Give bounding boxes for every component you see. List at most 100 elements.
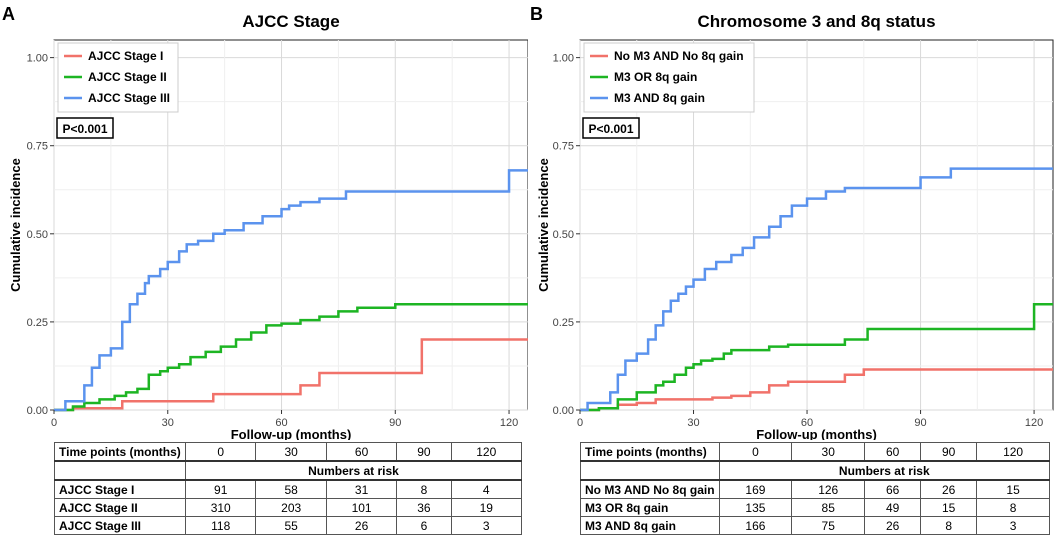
y-tick-label: 0.00 (27, 405, 48, 417)
panel-b: B 0.00 0.25 0.50 0.75 1.00 0 30 60 90 120 Chromoso… (528, 0, 1056, 535)
series-line-1 (580, 368, 1053, 412)
x-tick-label: 30 (162, 417, 174, 429)
risk-table-value: 169 (718, 479, 793, 499)
p-value-text: P<0.001 (62, 122, 107, 136)
x-axis-label: Follow-up (months) (231, 427, 352, 440)
series-line-3 (580, 167, 1053, 412)
legend-box (583, 42, 755, 113)
risk-table-value: 8 (396, 479, 452, 499)
chart-title: AJCC Stage (242, 12, 339, 31)
x-tick-label: 30 (687, 417, 699, 429)
risk-table-time: 90 (920, 442, 978, 462)
risk-table-row: M3 OR 8q gain 135 85 49 15 8 (580, 498, 1050, 517)
y-tick-label: 0.50 (27, 229, 48, 241)
risk-table-subheader-row: Numbers at risk (580, 460, 1051, 481)
risk-table-row-label: M3 OR 8q gain (580, 498, 720, 517)
y-tick-label: 0.50 (553, 229, 574, 241)
risk-table-time: 60 (325, 442, 398, 462)
legend-label-2: M3 OR 8q gain (614, 70, 697, 84)
risk-table-value: 26 (325, 516, 398, 535)
x-tick-label: 60 (801, 417, 813, 429)
x-tick-label: 60 (275, 417, 287, 429)
risk-table-time: 0 (718, 442, 793, 462)
legend-label-2: AJCC Stage II (88, 70, 167, 84)
legend: AJCC Stage I AJCC Stage II AJCC Stage III (57, 42, 179, 113)
risk-table-time: 90 (396, 442, 452, 462)
risk-table-time-header: Time points (months) (580, 442, 720, 462)
risk-table-row-label: AJCC Stage I (54, 479, 186, 499)
risk-table-time: 0 (184, 442, 257, 462)
cumulative-incidence-chart: 0.00 0.25 0.50 0.75 1.00 0 30 60 90 120 Chromosome… (536, 12, 1054, 440)
panel-a: A 0.00 0.25 0.50 0.75 1.00 0 30 60 90 120 AJCC Sta… (0, 0, 528, 535)
p-value-frame (56, 117, 114, 139)
risk-table-row-label: AJCC Stage III (54, 516, 186, 535)
risk-table-value: 3 (450, 516, 523, 535)
risk-table-value: 166 (718, 516, 793, 535)
risk-table-time: 30 (255, 442, 327, 462)
y-tick-label: 0.25 (553, 317, 574, 329)
x-tick-label: 0 (51, 417, 57, 429)
risk-table-value: 66 (864, 479, 922, 499)
risk-table-value: 31 (325, 479, 398, 499)
risk-table-subheader: Numbers at risk (185, 460, 522, 481)
legend: No M3 AND No 8q gain M3 OR 8q gain M3 AND … (583, 42, 755, 113)
p-value-box: P<0.001 (56, 117, 114, 139)
y-tick-label: 0.75 (27, 141, 48, 153)
legend-label-1: AJCC Stage I (88, 49, 163, 63)
risk-table-subheader-row: Numbers at risk (54, 460, 522, 481)
x-tick-label: 90 (914, 417, 926, 429)
risk-table-row-label: No M3 AND No 8q gain (580, 479, 720, 499)
y-axis-label: Cumulative incidence (8, 158, 23, 292)
x-tick-label: 90 (389, 417, 401, 429)
risk-table-value: 85 (791, 498, 866, 517)
series-line-2 (54, 303, 528, 412)
risk-table-value: 26 (920, 479, 978, 499)
risk-table-header-row: Time points (months) 0 30 60 90 120 (54, 442, 523, 462)
risk-table-value: 15 (920, 498, 978, 517)
risk-table-time: 60 (864, 442, 922, 462)
risk-table-subheader: Numbers at risk (718, 460, 1051, 481)
y-tick-label: 0.00 (553, 405, 574, 417)
y-tick-label: 1.00 (27, 53, 48, 65)
p-value-box: P<0.001 (582, 117, 640, 139)
risk-table-value: 91 (184, 479, 257, 499)
legend-label-3: AJCC Stage III (88, 91, 170, 105)
risk-table-value: 6 (396, 516, 452, 535)
risk-table-value: 203 (255, 498, 327, 517)
risk-table-row: AJCC Stage III 118 55 26 6 3 (54, 516, 523, 535)
risk-table-value: 15 (976, 479, 1050, 499)
risk-table-row: AJCC Stage I 91 58 31 8 4 (54, 479, 523, 499)
risk-table-row: No M3 AND No 8q gain 169 126 66 26 15 (580, 479, 1050, 499)
risk-table-time: 120 (976, 442, 1050, 462)
risk-table-value: 8 (976, 498, 1050, 517)
x-tick-label: 120 (500, 417, 518, 429)
risk-table-row: AJCC Stage II 310 203 101 36 19 (54, 498, 523, 517)
risk-table-empty-cell (54, 460, 186, 481)
legend-label-3: M3 AND 8q gain (614, 91, 705, 105)
legend-label-1: No M3 AND No 8q gain (614, 49, 744, 63)
risk-table-value: 135 (718, 498, 793, 517)
x-tick-label: 120 (1025, 417, 1043, 429)
x-tick-label: 0 (577, 417, 583, 429)
risk-table-value: 118 (184, 516, 257, 535)
risk-table-value: 101 (325, 498, 398, 517)
risk-table: Time points (months) 0 30 60 90 120 Numbers at… (580, 442, 1051, 535)
risk-table-value: 58 (255, 479, 327, 499)
y-axis-label: Cumulative incidence (536, 158, 551, 292)
y-tick-label: 1.00 (553, 53, 574, 65)
panel-letter: A (2, 4, 15, 24)
risk-table-time-header: Time points (months) (54, 442, 186, 462)
risk-table-time: 120 (450, 442, 523, 462)
y-tick-label: 0.25 (27, 317, 48, 329)
risk-table-time: 30 (791, 442, 866, 462)
risk-table-row: M3 AND 8q gain 166 75 26 8 3 (580, 516, 1050, 535)
risk-table-value: 3 (976, 516, 1050, 535)
risk-table-value: 36 (396, 498, 452, 517)
risk-table-value: 26 (864, 516, 922, 535)
p-value-frame (582, 117, 640, 139)
risk-table-value: 75 (791, 516, 866, 535)
risk-table-value: 310 (184, 498, 257, 517)
risk-table-value: 19 (450, 498, 523, 517)
series-line-2 (580, 303, 1053, 412)
risk-table: Time points (months) 0 30 60 90 120 Numbers at… (54, 442, 523, 535)
